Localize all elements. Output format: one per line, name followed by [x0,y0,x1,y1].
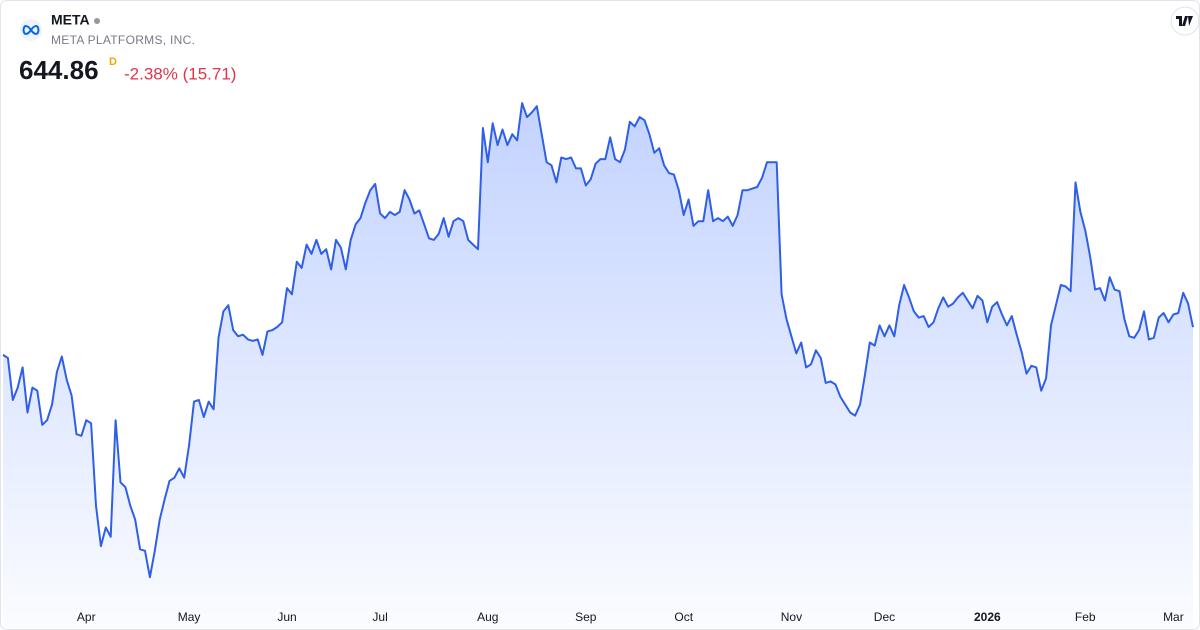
x-tick-label: Nov [781,610,802,624]
symbol: META [51,12,90,28]
plot-area [2,102,1194,629]
x-tick-label: Dec [874,610,895,624]
last-price: 644.86 [19,55,99,85]
x-tick-label: May [178,610,201,624]
x-tick-label: Jun [277,610,296,624]
x-tick-label: Jul [372,610,387,624]
company-name: META PLATFORMS, INC. [51,33,195,47]
x-tick-label: Apr [77,610,96,624]
logo [22,25,40,35]
x-tick-label: Feb [1075,610,1096,624]
change: -2.38% (15.71) [124,64,236,83]
status-dot [94,18,100,24]
x-tick-label: Aug [477,610,498,624]
x-tick-label: Mar [1163,610,1184,624]
x-tick-label: 2026 [974,610,1001,624]
interval: D [109,56,117,68]
area-fill [3,103,1193,629]
x-tick-label: Oct [674,610,693,624]
price-line [2,102,1194,579]
brand-logo [1176,16,1193,26]
x-tick-label: Sep [575,610,597,624]
